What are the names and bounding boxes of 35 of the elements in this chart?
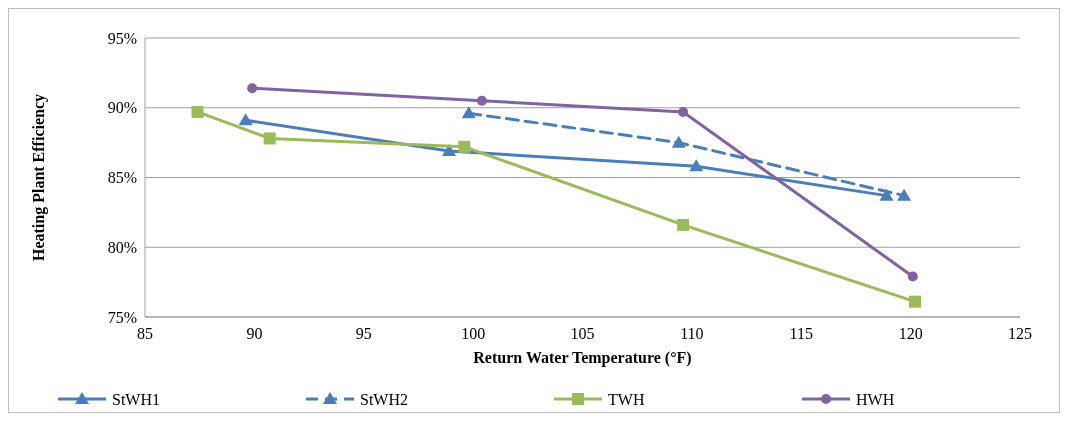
point xyxy=(263,132,276,145)
x-axis-title: Return Water Temperature (°F) xyxy=(473,349,692,367)
x-tick-label: 85 xyxy=(137,325,153,342)
y-tick-label: 75% xyxy=(107,308,137,326)
point xyxy=(897,188,912,201)
point xyxy=(247,83,258,94)
point xyxy=(191,105,204,118)
x-tick-label: 110 xyxy=(680,325,704,342)
y-tick-label: 80% xyxy=(107,238,137,256)
y-tick-label: 85% xyxy=(107,169,137,187)
point xyxy=(879,188,894,201)
y-tick-label: 95% xyxy=(107,29,137,47)
legend-label: StWH1 xyxy=(112,390,160,408)
legend-label: StWH2 xyxy=(360,390,408,408)
x-tick-label: 100 xyxy=(461,325,486,342)
point xyxy=(907,271,918,282)
point xyxy=(671,135,686,148)
point xyxy=(677,218,690,231)
y-axis-title: Heating Plant Efficiency xyxy=(30,93,48,262)
legend-label: TWH xyxy=(608,390,645,408)
y-tick-label: 90% xyxy=(107,99,137,117)
point xyxy=(476,95,487,106)
point xyxy=(909,295,921,308)
point xyxy=(458,140,471,153)
point xyxy=(678,106,689,117)
x-tick-label: 105 xyxy=(570,325,595,342)
x-tick-label: 115 xyxy=(789,325,813,342)
point xyxy=(461,106,476,119)
x-tick-label: 120 xyxy=(898,325,923,342)
point xyxy=(238,113,253,126)
x-tick-label: 95 xyxy=(355,325,372,342)
legend-label: HWH xyxy=(856,390,895,408)
x-tick-label: 90 xyxy=(246,325,263,342)
point xyxy=(689,159,704,172)
x-tick-label: 125 xyxy=(1008,325,1032,342)
